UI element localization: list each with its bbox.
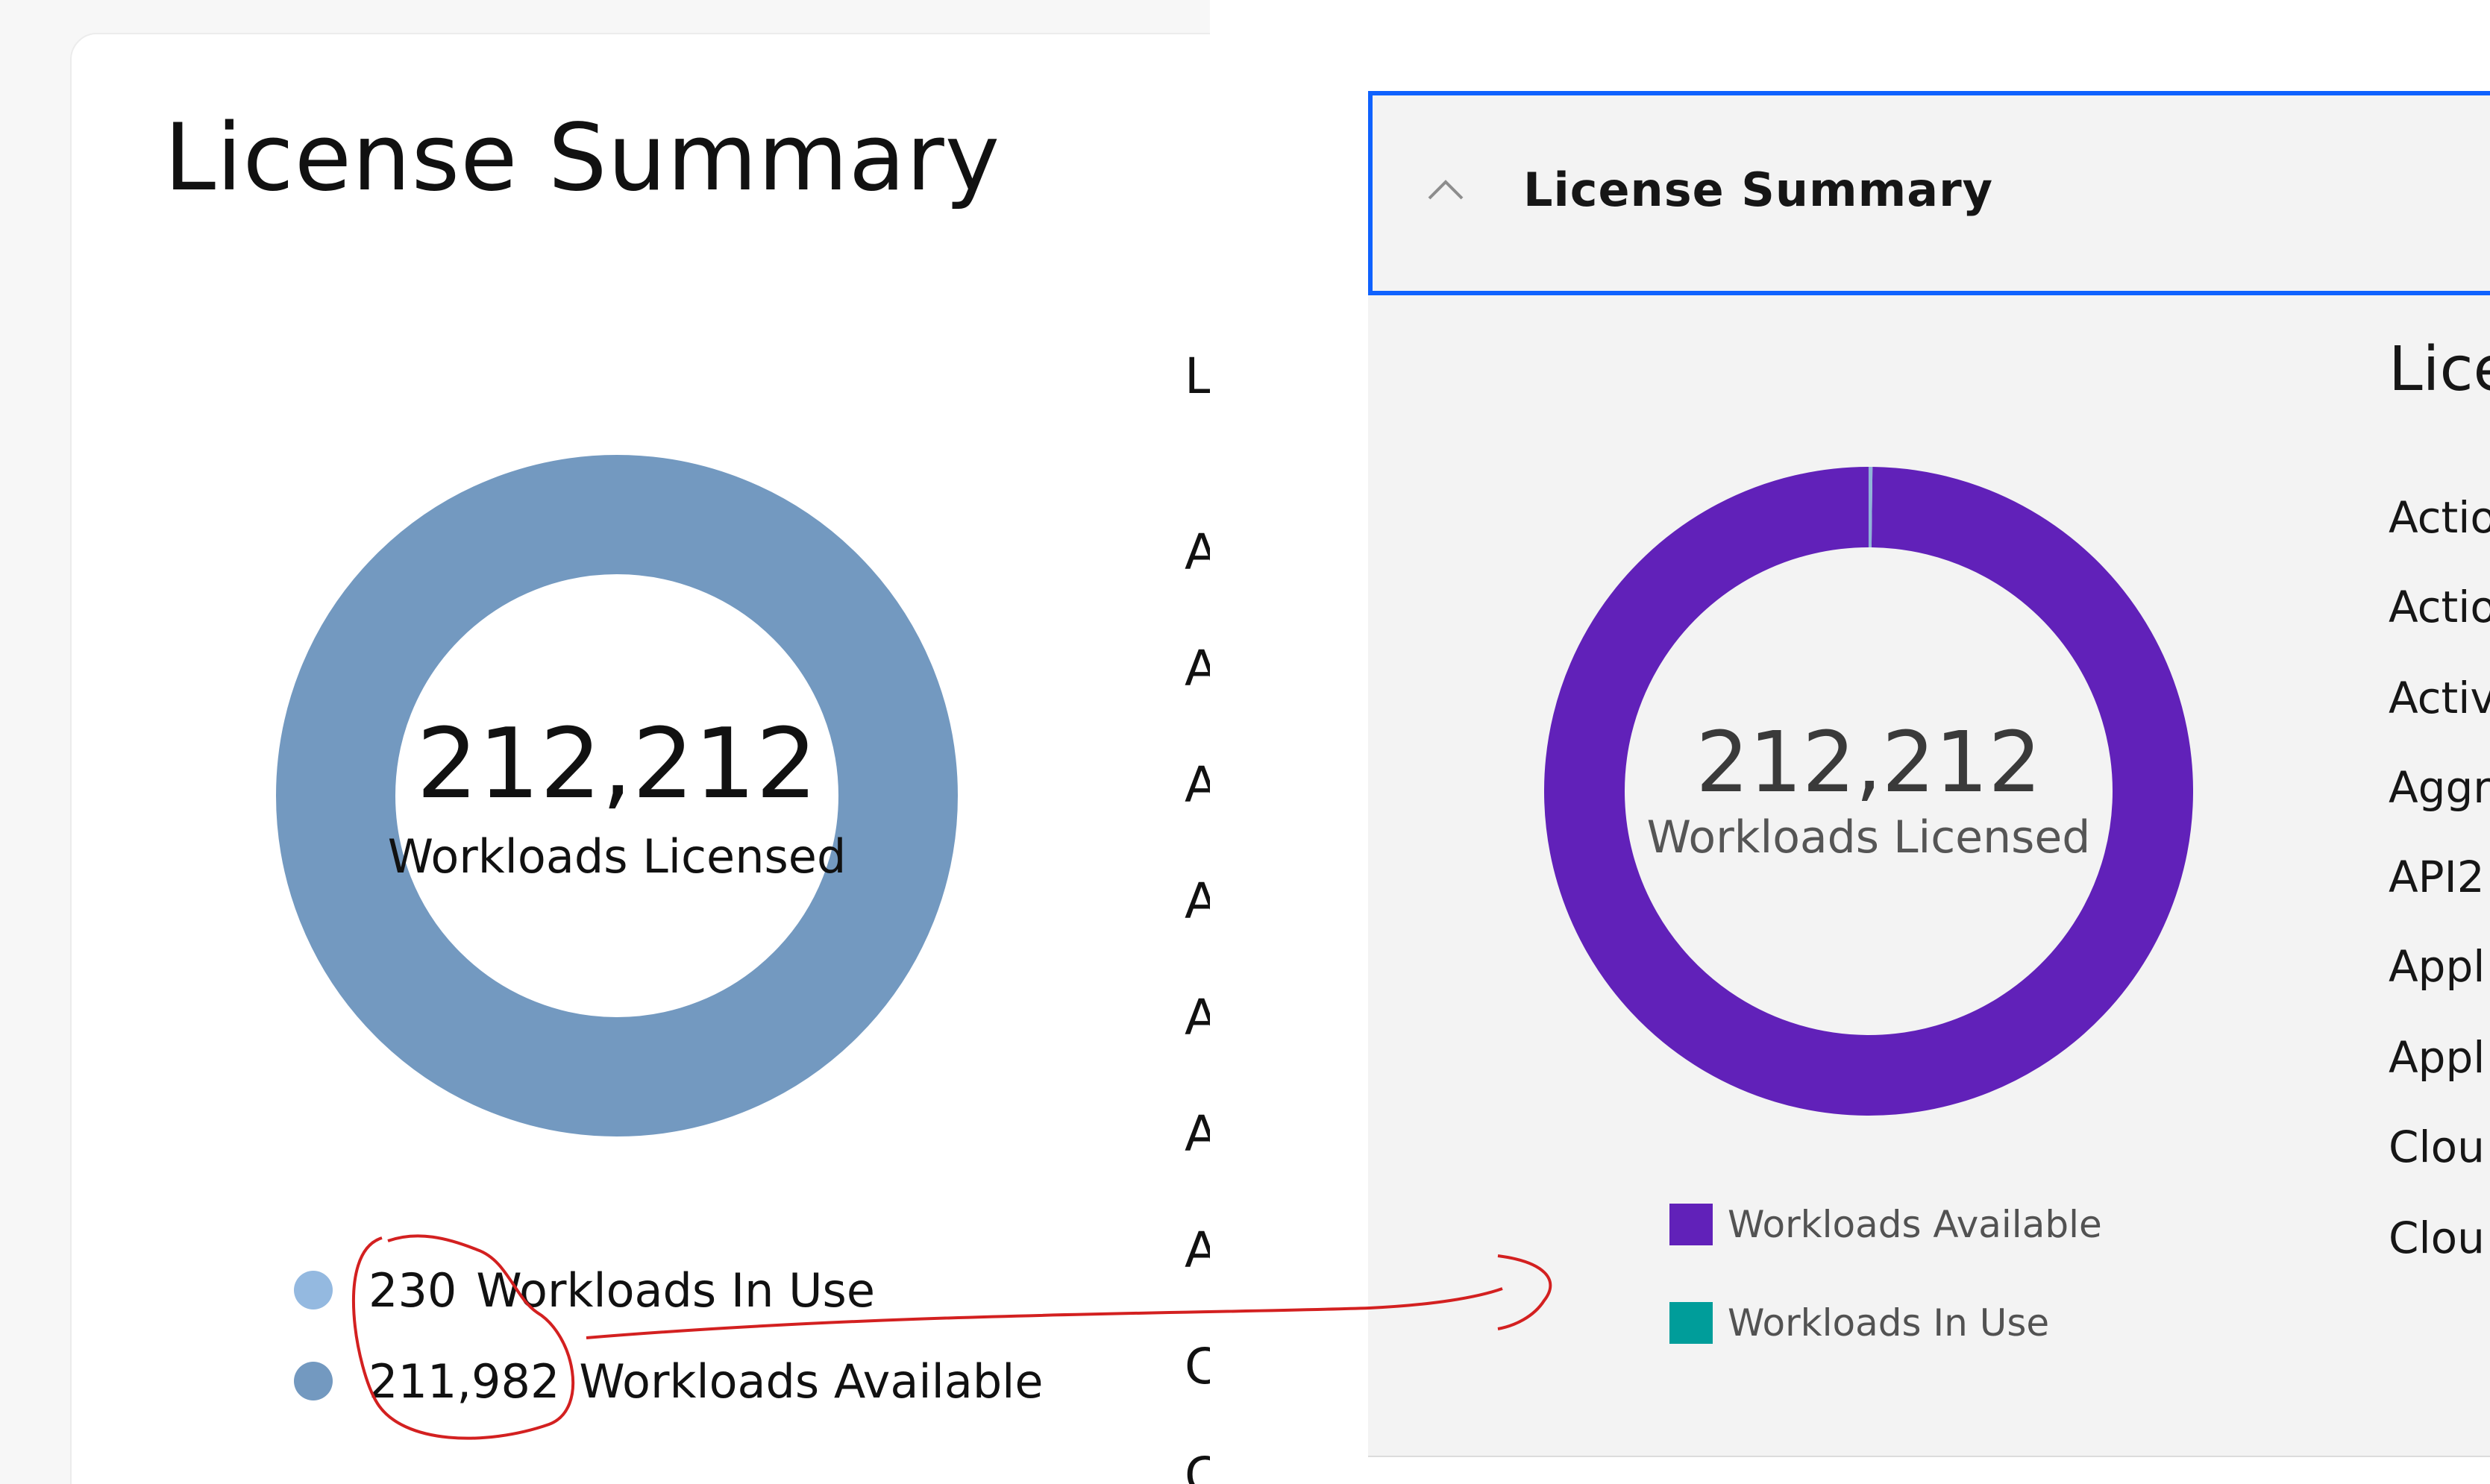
- left-table-fragment: A: [1185, 873, 1210, 930]
- right-list-item: Actio: [2389, 582, 2490, 632]
- left-page-title: License Summary: [164, 104, 1001, 212]
- legend-label: Workloads In Use: [1728, 1301, 2050, 1345]
- right-list-item: Appl: [2389, 1032, 2486, 1083]
- legend-swatch-icon: [1669, 1204, 1713, 1245]
- right-legend-available: Workloads Available: [1669, 1202, 2102, 1247]
- legend-swatch-icon: [1669, 1302, 1713, 1344]
- left-table-fragment: A: [1185, 640, 1210, 697]
- left-donut-chart: [276, 455, 958, 1136]
- legend-label: Workloads In Use: [476, 1263, 875, 1318]
- left-table-fragment: A: [1185, 1222, 1210, 1279]
- right-donut-chart: [1544, 467, 2193, 1116]
- left-center-value: 212,212: [416, 707, 818, 820]
- legend-value: 230: [369, 1263, 457, 1318]
- license-summary-card: [70, 33, 1210, 1484]
- right-list-item: Aggr: [2389, 762, 2490, 813]
- left-table-fragment: A: [1185, 524, 1210, 581]
- right-list-item: Activ: [2389, 673, 2490, 723]
- left-table-fragment: C: [1185, 1447, 1210, 1484]
- right-list-item: Actio: [2389, 492, 2490, 543]
- left-table-fragment: A: [1185, 756, 1210, 814]
- legend-value: 211,982: [369, 1353, 560, 1409]
- right-center-label: Workloads Licensed: [1646, 811, 2091, 864]
- legend-label: Workloads Available: [1728, 1203, 2102, 1246]
- accordion-title: License Summary: [1523, 163, 1994, 217]
- chevron-up-icon[interactable]: [1425, 176, 1467, 201]
- left-legend-in-use: 230 Workloads In Use: [294, 1260, 875, 1320]
- right-legend-in-use: Workloads In Use: [1669, 1301, 2049, 1345]
- left-donut-ring-available: [276, 455, 958, 1136]
- left-legend-available: 211,982 Workloads Available: [294, 1351, 1044, 1411]
- right-donut-slice-available: [1544, 467, 2193, 1116]
- new-license-summary-pane: License Summary 212,212 Workloads Licens…: [1210, 0, 2490, 1484]
- left-center-label: Workloads Licensed: [387, 829, 847, 884]
- legend-label: Workloads Available: [579, 1353, 1044, 1409]
- old-license-summary-pane: License Summary 212,212 Workloads Licens…: [0, 0, 1210, 1484]
- right-table-heading-fragment: Lice: [2389, 334, 2490, 405]
- left-table-fragment: A: [1185, 1105, 1210, 1163]
- license-summary-accordion-header[interactable]: [1368, 91, 2490, 295]
- right-list-item: Clou: [2389, 1122, 2485, 1172]
- left-table-fragment: C: [1185, 1338, 1210, 1395]
- right-list-item: Appl: [2389, 941, 2486, 992]
- right-center-value: 212,212: [1696, 714, 2042, 811]
- left-table-fragment: L: [1185, 348, 1210, 405]
- legend-dot-icon: [294, 1362, 333, 1400]
- right-list-item: API2: [2389, 852, 2485, 902]
- left-table-fragment: A: [1185, 989, 1210, 1046]
- right-list-item: Clou: [2389, 1213, 2485, 1263]
- legend-dot-icon: [294, 1271, 333, 1309]
